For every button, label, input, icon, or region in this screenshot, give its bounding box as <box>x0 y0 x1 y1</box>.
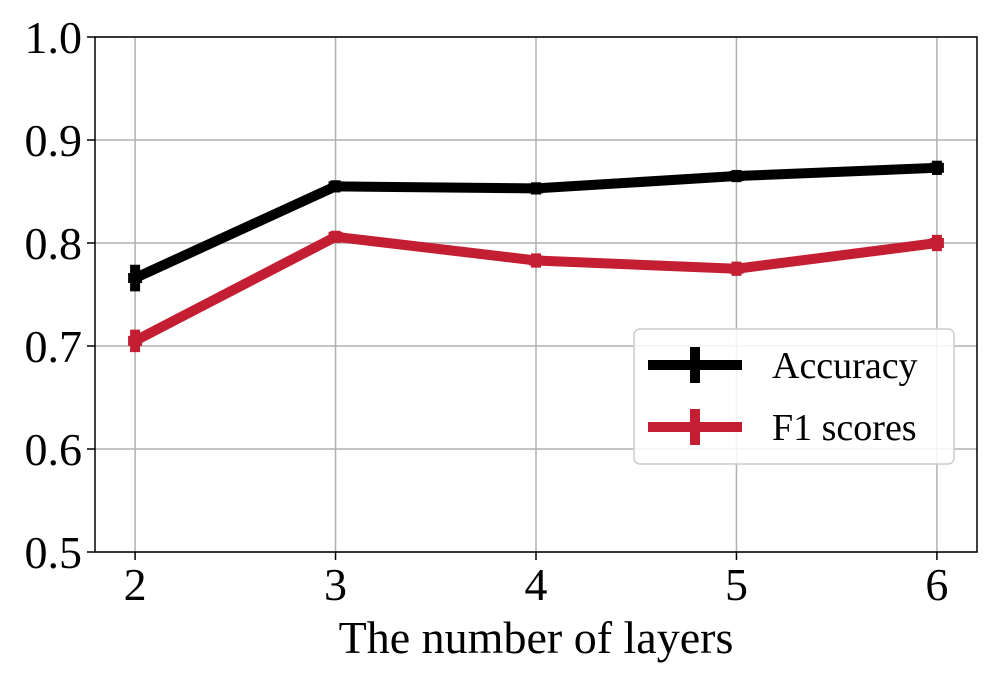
y-tick-label: 0.6 <box>25 424 83 475</box>
legend: Accuracy F1 scores <box>633 328 955 465</box>
series-accuracy <box>128 160 944 292</box>
y-tick-label: 0.7 <box>25 321 83 372</box>
y-tick-label: 0.8 <box>25 218 83 269</box>
legend-label: Accuracy <box>772 345 918 387</box>
series-layer <box>128 160 944 353</box>
y-tick-label: 0.5 <box>25 527 83 578</box>
y-tick-label: 1.0 <box>25 12 83 63</box>
legend-entry: F1 scores <box>648 407 917 449</box>
y-tick-label: 0.9 <box>25 115 83 166</box>
legend-label: F1 scores <box>772 407 917 449</box>
x-axis-title: The number of layers <box>339 612 734 663</box>
series-f1-scores <box>128 230 944 353</box>
legend-entry: Accuracy <box>648 345 918 387</box>
x-tick-label: 2 <box>124 559 147 610</box>
x-tick-label: 5 <box>725 559 748 610</box>
x-tick-label: 4 <box>525 559 548 610</box>
x-tick-label: 3 <box>324 559 347 610</box>
axis-ticks: 2 3 4 5 6 0.5 0.6 0.7 0.8 0.9 1.0 <box>25 12 949 610</box>
x-tick-label: 6 <box>925 559 948 610</box>
